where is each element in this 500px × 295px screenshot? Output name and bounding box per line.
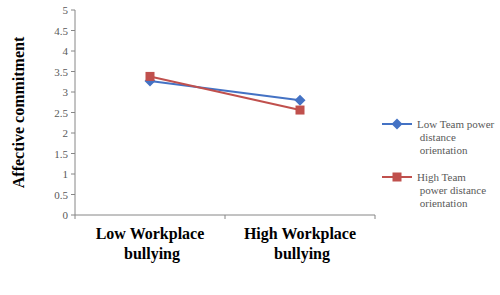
y-tick bbox=[71, 174, 75, 175]
y-tick bbox=[71, 133, 75, 134]
y-tick-label: 0 bbox=[63, 209, 69, 221]
x-tick bbox=[375, 215, 376, 219]
chart-svg: 0 0.5 1 1.5 2 2.5 3 3.5 4 4.5 5 Low Workplace bully… bbox=[0, 0, 500, 295]
y-tick-label: 1.5 bbox=[54, 148, 68, 160]
y-tick-label: 3 bbox=[63, 86, 69, 98]
data-point bbox=[296, 106, 305, 115]
x-tick-label: Low Workplace bullying bbox=[96, 225, 205, 263]
legend-marker bbox=[392, 119, 403, 130]
series-line bbox=[150, 76, 300, 110]
x-tick-label: High Workplace bullying bbox=[244, 225, 356, 263]
y-tick bbox=[71, 153, 75, 154]
legend-marker bbox=[393, 173, 402, 182]
y-axis-label: Affective commitment bbox=[10, 36, 27, 188]
y-tick-label: 2 bbox=[63, 127, 69, 139]
y-tick-label: 3.5 bbox=[54, 66, 68, 78]
y-tick bbox=[71, 112, 75, 113]
y-tick-label: 5 bbox=[63, 4, 69, 16]
y-tick bbox=[71, 194, 75, 195]
series-line bbox=[150, 81, 300, 100]
y-tick-label: 4 bbox=[63, 45, 69, 57]
x-tick bbox=[75, 215, 76, 219]
y-tick bbox=[71, 215, 75, 216]
y-tick bbox=[71, 51, 75, 52]
x-tick bbox=[225, 215, 226, 219]
plot-area bbox=[145, 72, 306, 115]
y-tick bbox=[71, 92, 75, 93]
y-tick-label: 4.5 bbox=[54, 25, 68, 37]
legend-label: Low Team power distance orientation bbox=[417, 118, 495, 156]
y-tick bbox=[71, 10, 75, 11]
data-point bbox=[295, 95, 306, 106]
y-tick bbox=[71, 71, 75, 72]
y-tick-label: 2.5 bbox=[54, 107, 68, 119]
y-tick-label: 1 bbox=[63, 168, 69, 180]
chart-container: 0 0.5 1 1.5 2 2.5 3 3.5 4 4.5 5 Low Workplace bully… bbox=[0, 0, 500, 295]
y-tick bbox=[71, 30, 75, 31]
data-point bbox=[146, 72, 155, 81]
legend-label: High Team power distance orientation bbox=[417, 171, 486, 209]
y-tick-label: 0.5 bbox=[54, 189, 68, 201]
